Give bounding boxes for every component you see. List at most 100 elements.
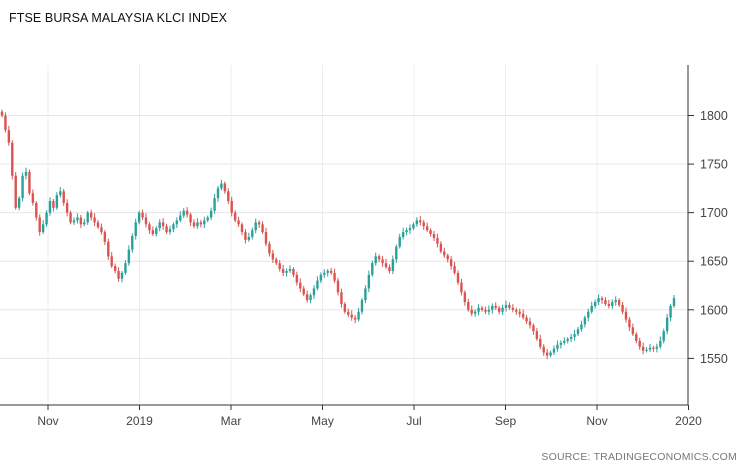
candle-body <box>497 307 501 312</box>
candle-body <box>302 288 305 295</box>
candle-body <box>271 253 275 260</box>
candle-body <box>432 234 436 238</box>
candle-body <box>635 334 638 341</box>
candle-body <box>587 311 590 318</box>
candle-body <box>628 319 631 328</box>
candle-body <box>607 303 611 306</box>
x-tick-label: Mar <box>221 414 242 428</box>
candle-body <box>329 270 333 273</box>
grid-lines <box>0 65 688 405</box>
candle-body <box>491 305 494 310</box>
candle-body <box>227 191 230 201</box>
x-tick-label: 2020 <box>675 414 702 428</box>
candle-body <box>539 338 542 347</box>
candle-body <box>179 215 182 221</box>
candle-body <box>72 220 76 223</box>
candle-body <box>144 217 148 225</box>
candle-body <box>573 334 576 337</box>
candle-body <box>261 224 264 233</box>
candle-body <box>83 222 86 225</box>
candle-body <box>65 202 69 213</box>
candle-body <box>508 304 511 308</box>
candle-body <box>0 111 4 116</box>
candle-body <box>446 255 449 260</box>
candle-body <box>93 217 96 223</box>
y-tick-label: 1650 <box>700 255 728 269</box>
candle-body <box>453 266 456 273</box>
y-tick-label: 1750 <box>700 158 728 172</box>
y-tick-label: 1550 <box>700 352 728 366</box>
candle-body <box>309 295 312 301</box>
candle-body <box>604 300 607 304</box>
candle-body <box>470 309 473 314</box>
candle-body <box>113 266 117 271</box>
candle-body <box>62 191 65 203</box>
candle-body <box>103 232 107 242</box>
candle-body <box>305 294 309 301</box>
candle-body <box>151 230 155 235</box>
candle-body <box>439 243 443 252</box>
candle-body <box>415 220 419 225</box>
candle-body <box>655 346 659 349</box>
candle-body <box>672 298 676 306</box>
candle-body <box>52 201 55 208</box>
candle-body <box>168 229 172 233</box>
candle-body <box>501 307 504 312</box>
candle-body <box>206 217 209 221</box>
candle-body <box>45 212 48 225</box>
candle-body <box>449 259 453 267</box>
candle-body <box>110 256 113 267</box>
candle-body <box>268 243 271 254</box>
candle-body <box>230 201 233 213</box>
candle-body <box>137 212 141 223</box>
candle-body <box>326 270 329 273</box>
candle-body <box>391 259 395 271</box>
candle-body <box>405 230 408 233</box>
candle-body <box>569 337 573 339</box>
candle-body <box>17 198 21 208</box>
candle-body <box>120 272 124 279</box>
axes <box>0 65 694 410</box>
candle-body <box>463 292 467 303</box>
candle-body <box>535 331 539 339</box>
candle-body <box>237 220 240 225</box>
candle-body <box>395 246 398 260</box>
candle-body <box>360 300 364 312</box>
candle-body <box>388 267 391 271</box>
y-tick-label: 1800 <box>700 109 728 123</box>
candle-body <box>371 263 374 275</box>
candle-body <box>525 317 528 322</box>
candle-body <box>494 305 497 308</box>
candle-body <box>247 236 251 240</box>
candle-body <box>367 274 371 289</box>
candle-body <box>528 321 532 326</box>
candle-body <box>343 303 347 312</box>
candle-body <box>48 201 52 213</box>
candle-body <box>69 212 72 223</box>
candle-body <box>59 191 62 196</box>
candle-body <box>611 302 614 306</box>
x-tick-label: Nov <box>37 414 58 428</box>
candle-body <box>35 202 38 218</box>
candle-body <box>377 256 381 260</box>
candle-body <box>141 212 144 218</box>
candle-body <box>669 305 672 318</box>
x-tick-label: Sep <box>495 414 517 428</box>
candle-body <box>545 352 549 356</box>
candle-body <box>662 331 665 341</box>
candle-body <box>593 302 597 306</box>
y-tick-labels: 1550 1600 1650 1700 1750 1800 <box>700 109 728 366</box>
candle-body <box>484 309 487 312</box>
candle-body <box>275 259 278 264</box>
candle-body <box>182 210 185 216</box>
candle-body <box>566 338 569 341</box>
candle-body <box>353 317 357 320</box>
candle-body <box>220 183 223 189</box>
candle-body <box>196 222 199 227</box>
candle-body <box>107 241 110 257</box>
candle-body <box>659 340 662 347</box>
source-label: SOURCE: TRADINGECONOMICS.COM <box>541 451 737 463</box>
candle-body <box>192 222 196 227</box>
candle-body <box>665 317 669 332</box>
candle-body <box>521 313 525 318</box>
